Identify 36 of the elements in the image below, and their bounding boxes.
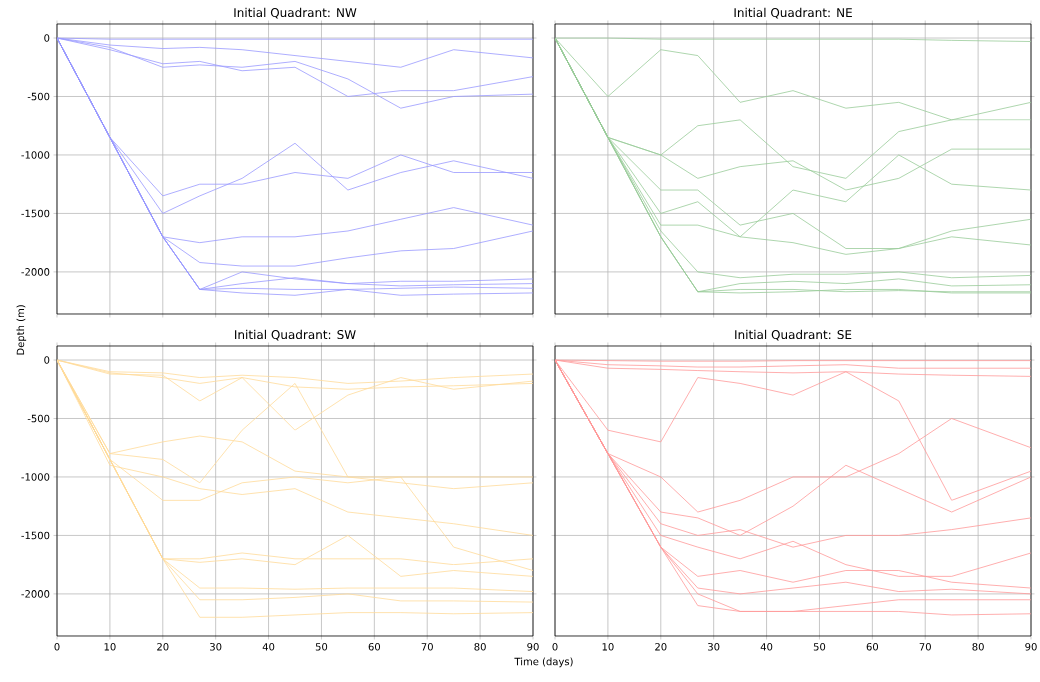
x-tick-label: 20 xyxy=(157,643,169,651)
x-tick-label: 10 xyxy=(104,643,116,651)
x-tick-label: 40 xyxy=(760,643,773,651)
x-tick-label: 0 xyxy=(54,643,60,651)
chart-title: Initial Quadrant: NE xyxy=(734,7,852,19)
y-tick-label: 0 xyxy=(44,34,50,42)
x-tick-label: 50 xyxy=(813,643,826,651)
x-tick-label: 60 xyxy=(866,643,879,651)
x-tick-label: 20 xyxy=(655,643,667,651)
y-tick-label: -1000 xyxy=(21,473,50,481)
y-tick-label: -500 xyxy=(27,414,50,423)
x-tick-label: 10 xyxy=(602,643,614,651)
x-axis-title: Time (days) xyxy=(514,657,573,668)
x-tick-label: 30 xyxy=(210,643,222,651)
y-axis-title: Depth (m) xyxy=(16,305,27,355)
chart-title: Initial Quadrant: NW xyxy=(234,7,357,19)
x-tick-label: 70 xyxy=(919,643,931,651)
x-tick-label: 0 xyxy=(552,643,558,651)
x-tick-label: 60 xyxy=(368,643,381,651)
y-tick-label: -500 xyxy=(27,92,50,101)
x-tick-label: 90 xyxy=(1025,643,1037,651)
x-tick-label: 40 xyxy=(262,643,275,651)
x-tick-label: 30 xyxy=(708,643,720,651)
y-tick-label: -2000 xyxy=(21,268,50,276)
y-tick-label: 0 xyxy=(44,356,50,364)
chart-title: Initial Quadrant: SE xyxy=(735,329,852,341)
x-tick-label: 90 xyxy=(527,643,539,651)
x-tick-label: 80 xyxy=(972,643,984,651)
y-tick-label: -1500 xyxy=(21,531,50,540)
y-tick-label: -2000 xyxy=(21,590,50,598)
y-tick-label: -1500 xyxy=(21,209,50,218)
x-tick-label: 80 xyxy=(474,643,486,651)
x-tick-label: 50 xyxy=(315,643,328,651)
chart-title: Initial Quadrant: SW xyxy=(235,329,356,341)
y-tick-label: -1000 xyxy=(21,151,50,159)
x-tick-label: 70 xyxy=(421,643,433,651)
